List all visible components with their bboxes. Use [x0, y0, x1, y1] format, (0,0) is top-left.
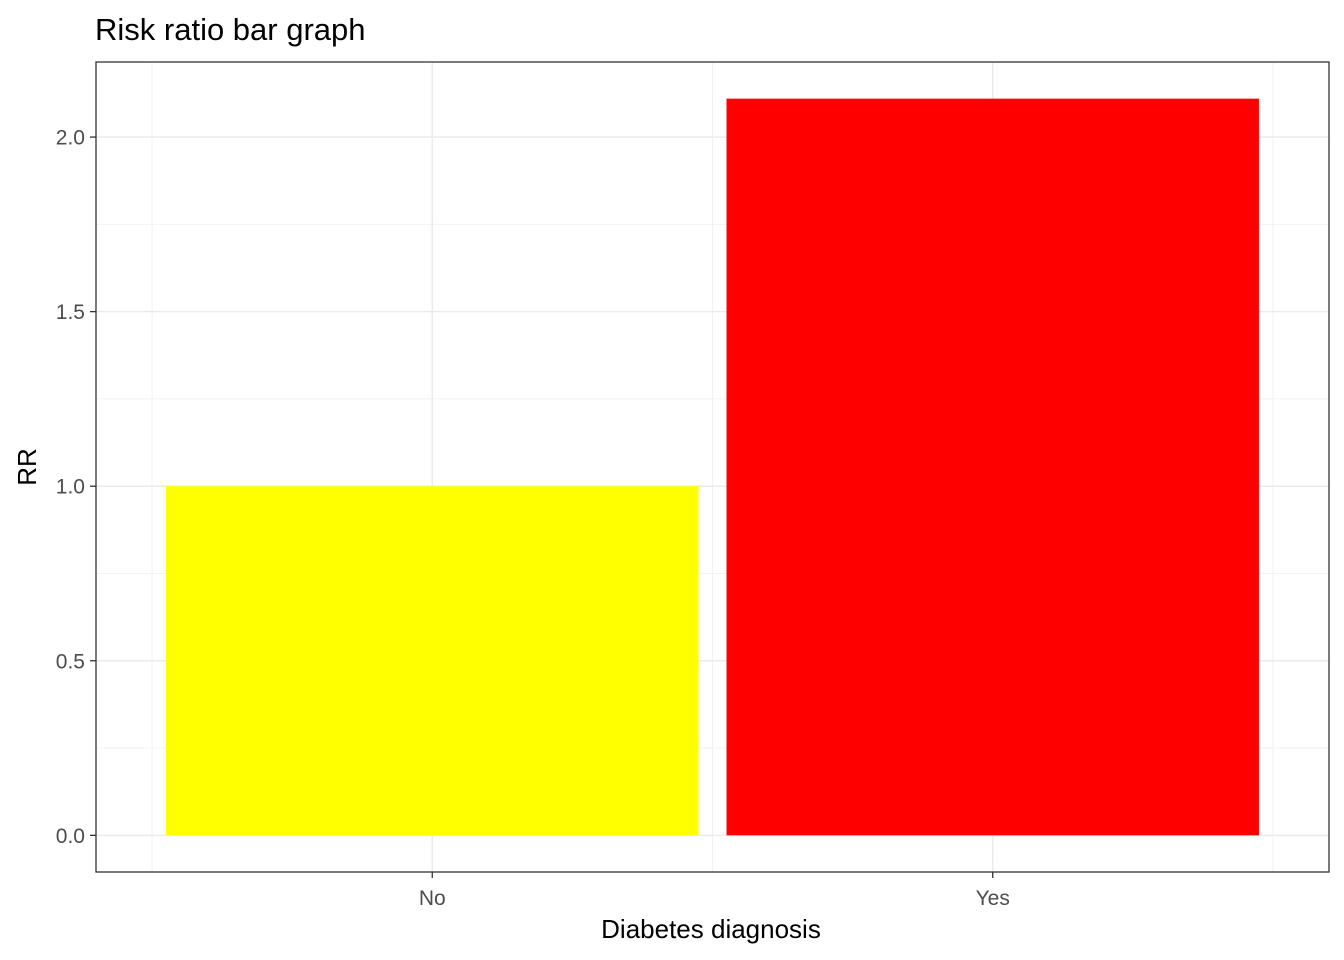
- y-axis-title: RR: [12, 448, 42, 486]
- y-axis: 0.0 0.5 1.0 1.5 2.0: [56, 127, 96, 848]
- bar-yes: [726, 98, 1259, 836]
- x-axis: No Yes: [419, 872, 1010, 910]
- x-axis-title: Diabetes diagnosis: [601, 914, 821, 944]
- y-tick-label: 0.0: [56, 825, 85, 848]
- x-tick-label-yes: Yes: [976, 887, 1010, 910]
- chart-title: Risk ratio bar graph: [95, 12, 366, 47]
- x-tick-label-no: No: [419, 887, 446, 910]
- plot-panel: [95, 61, 1330, 873]
- y-tick-label: 1.5: [56, 301, 85, 324]
- y-tick-label: 1.0: [56, 476, 85, 499]
- y-tick-label: 2.0: [56, 127, 85, 150]
- bar-no: [166, 486, 699, 836]
- panel-border: [95, 61, 1330, 873]
- bars: [166, 98, 1259, 836]
- y-tick-label: 0.5: [56, 650, 85, 673]
